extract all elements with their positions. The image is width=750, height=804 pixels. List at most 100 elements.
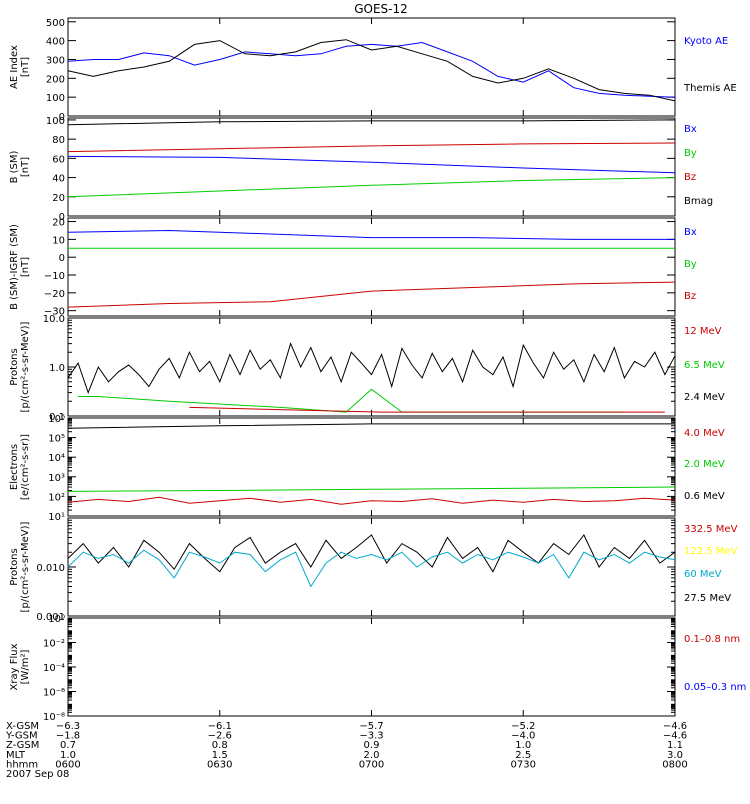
legend-entry: Bz (684, 172, 696, 183)
x-tick-label: 1.5 (212, 750, 228, 761)
y-tick-label: 20 (52, 193, 65, 204)
x-tick-label: 2.5 (515, 750, 531, 761)
date-label: 2007 Sep 08 (6, 769, 69, 780)
y-tick-label: 20 (52, 218, 65, 229)
x-tick-label: 0700 (359, 759, 384, 770)
x-row-label: hhmm (6, 759, 38, 770)
y-tick-label: 0 (59, 212, 65, 223)
x-tick-label: −4.6 (663, 731, 687, 742)
y-axis-title: [e/(cm²-s-sr)] (20, 434, 31, 500)
legend-entry: 4.0 MeV (684, 428, 725, 439)
y-axis-title: [nT] (20, 157, 31, 177)
x-tick-label: 3.0 (667, 750, 683, 761)
y-tick-label: 10⁻² (43, 639, 65, 650)
panel-protons_low: 0.001 0.010 Protons [p/(cm²-s-sr-MeV)] 332.5… (9, 517, 738, 623)
x-tick-label: −1.8 (56, 731, 80, 742)
legend-entry: By (684, 259, 697, 270)
x-tick-label: 0600 (55, 759, 80, 770)
series-line-27-5-mev (67, 534, 676, 573)
x-tick-label: −4.6 (663, 721, 687, 732)
panel-xray: 10⁻⁸ 10⁻⁶ 10⁻⁴ 10⁻² 10⁰ Xray Flux [W/m²] 0.1–0.… (9, 614, 746, 723)
y-axis-title: [p/(cm²-s-sr-MeV)] (20, 321, 31, 412)
series-line-12-mev (189, 406, 665, 413)
y-axis-title: [nT] (20, 257, 31, 277)
x-axis-labels: X-GSM −6.3 −6.1 −5.7 −5.2 −4.6 Y-GSM −1.8 −2.6 −3… (5, 721, 688, 780)
x-tick-label: −6.1 (208, 721, 232, 732)
x-row-label: X-GSM (6, 721, 39, 732)
x-tick-label: 0800 (662, 759, 687, 770)
series-line-kyoto-ae (67, 41, 676, 98)
y-tick-label: −30 (44, 307, 65, 318)
y-tick-label: 400 (46, 37, 65, 48)
panel-protons_high: 0.1 1.0 10.0 Protons [p/(cm²-s-sr-MeV)] 12 Me… (9, 314, 725, 423)
y-tick-label: 10³ (48, 473, 65, 484)
panel-bsm: 0 20 40 60 80 100 B (SM) [nT] Bx By Bz Bmag (9, 116, 713, 223)
panel-bigrf: −30 −20 −10 0 10 20 B (SM)-IGRF (SM) [nT] Bx By Bz (9, 217, 697, 318)
series-line-60-mev (67, 549, 676, 588)
x-tick-label: 0.7 (60, 740, 76, 751)
x-tick-label: 0730 (511, 759, 536, 770)
x-tick-label: −6.3 (56, 721, 80, 732)
x-tick-label: −3.3 (359, 731, 383, 742)
x-tick-label: −2.6 (208, 731, 232, 742)
y-tick-label: 100 (46, 116, 65, 127)
x-tick-label: −5.2 (511, 721, 535, 732)
x-row-label: Y-GSM (5, 731, 38, 742)
series-line-themis-ae (67, 39, 676, 102)
y-axis-title: Xray Flux (9, 643, 20, 690)
x-tick-label: 1.1 (667, 740, 683, 751)
y-tick-label: 10⁶ (48, 414, 65, 425)
y-tick-label: 40 (52, 174, 65, 185)
x-tick-label: 2.0 (364, 750, 380, 761)
series-line-2-4-mev (67, 342, 676, 395)
x-row-label: Z-GSM (6, 740, 39, 751)
y-tick-label: 10⁻⁸ (43, 712, 65, 723)
y-tick-label: 10 (52, 235, 65, 246)
series-line-bx (67, 229, 675, 240)
y-axis-title: AE Index (9, 45, 20, 89)
y-axis-title: B (SM) (9, 150, 20, 183)
legend-entry: 6.5 MeV (684, 360, 725, 371)
y-axis-title: Protons (9, 548, 20, 585)
y-tick-label: 500 (46, 18, 65, 29)
y-tick-label: 0.010 (36, 563, 65, 574)
panel-electrons: 10¹ 10² 10³ 10⁴ 10⁵ 10⁶ Electrons [e/(cm²-s-sr)… (9, 414, 725, 523)
x-tick-label: −4.0 (511, 731, 535, 742)
series-line-6-5-mev (78, 388, 625, 413)
y-tick-label: 1.0 (49, 363, 65, 374)
y-tick-label: 60 (52, 154, 65, 165)
y-axis-title: [p/(cm²-s-sr-MeV)] (20, 521, 31, 612)
legend-entry: 0.05–0.3 nm (684, 682, 746, 693)
legend-entry: 2.0 MeV (684, 459, 725, 470)
legend-entry: 0.1–0.8 nm (684, 634, 740, 645)
y-axis-title: [W/m²] (20, 649, 31, 684)
x-tick-label: 1.0 (60, 750, 76, 761)
series-line-4-0-mev (67, 496, 676, 505)
series-line-bz (67, 142, 676, 153)
y-axis-title: B (SM)-IGRF (SM) (9, 224, 20, 310)
legend-entry: Bmag (684, 196, 713, 207)
x-tick-label: −5.7 (359, 721, 383, 732)
series-line-bz (67, 281, 676, 308)
x-tick-label: 1.0 (515, 740, 531, 751)
y-axis-title: [nT] (20, 57, 31, 77)
series-line-0-6-mev (67, 423, 675, 429)
series-line-by (67, 177, 676, 198)
y-tick-label: 100 (46, 93, 65, 104)
legend-entry: Bx (684, 124, 697, 135)
legend-entry: 122.5 MeV (684, 546, 738, 557)
chart-title: GOES-12 (354, 2, 408, 16)
series-line-2-0-mev (67, 486, 676, 492)
y-tick-label: −20 (44, 289, 65, 300)
y-axis-title: Protons (9, 348, 20, 385)
y-tick-label: 300 (46, 55, 65, 66)
series-line-bx (67, 155, 676, 174)
panel-frame (67, 217, 676, 317)
y-tick-label: 0.1 (49, 412, 65, 423)
panel-frame (67, 517, 676, 617)
y-tick-label: 0.001 (36, 612, 65, 623)
panel-frame (67, 17, 676, 117)
